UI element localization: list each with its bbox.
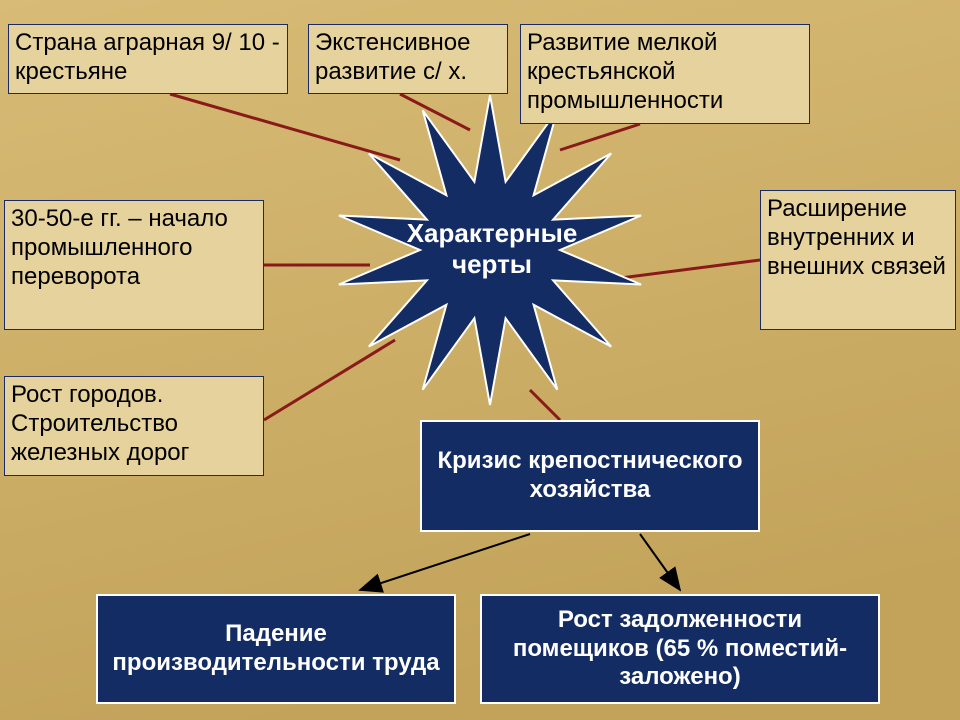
center-title: Характерные черты	[392, 218, 592, 280]
dark-box-crisis: Кризис крепостнического хозяйства	[420, 420, 760, 532]
light-box-extensive: Экстенсивное развитие с/ х.	[308, 24, 508, 94]
light-box-ties: Расширение внутренних и внешних связей	[760, 190, 956, 330]
light-box-cities: Рост городов. Строительство железных дор…	[4, 376, 264, 476]
light-box-industrial: 30-50-е гг. – начало промышленного перев…	[4, 200, 264, 330]
dark-box-debt: Рост задолженности помещиков (65 % помес…	[480, 594, 880, 704]
light-box-smallind: Развитие мелкой крестьянской промышленно…	[520, 24, 810, 124]
light-box-agrarian: Страна аграрная 9/ 10 - крестьяне	[8, 24, 288, 94]
dark-box-fall: Падение производительности труда	[96, 594, 456, 704]
